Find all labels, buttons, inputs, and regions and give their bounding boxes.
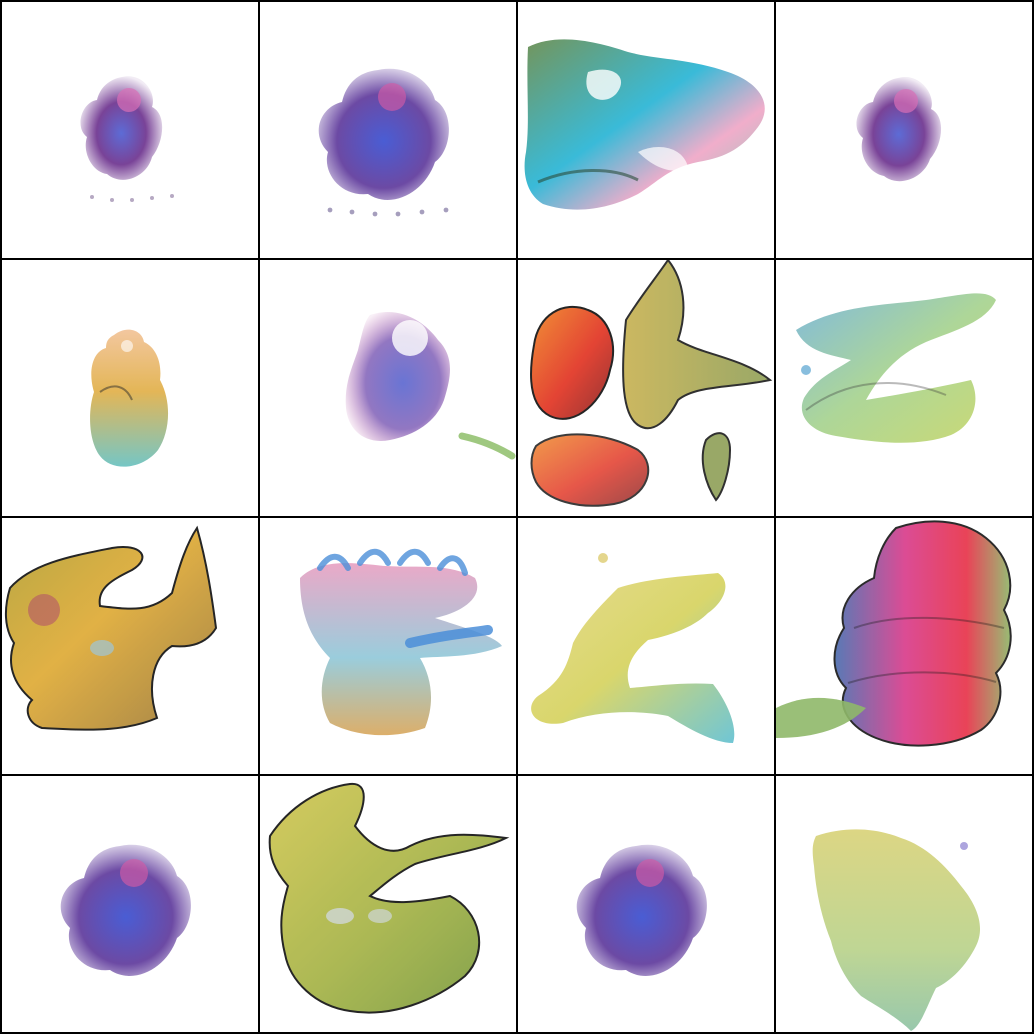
grid-tile-r1c1	[2, 2, 258, 258]
grid-tile-r4c3	[518, 776, 774, 1032]
grid-tile-r2c3	[518, 260, 774, 516]
tile-image	[524, 39, 765, 210]
grid-tile-r1c3	[518, 2, 774, 258]
grid-tile-r4c2	[260, 776, 516, 1032]
tile-image	[90, 329, 169, 467]
tile-image	[796, 293, 996, 443]
grid-tile-r2c2	[260, 260, 516, 516]
tile-image	[776, 520, 1012, 747]
tile-image	[345, 312, 516, 460]
tile-image	[4, 525, 218, 731]
grid-tile-r4c4	[776, 776, 1032, 1032]
tile-image	[80, 76, 174, 202]
tile-image	[576, 844, 707, 976]
grid-tile-r3c2	[260, 518, 516, 774]
tile-image	[530, 260, 773, 507]
tile-image	[318, 68, 449, 217]
tile-image	[268, 782, 510, 1014]
grid-tile-r3c4	[776, 518, 1032, 774]
grid-tile-r1c4	[776, 2, 1032, 258]
grid-tile-r2c4	[776, 260, 1032, 516]
tile-image	[60, 844, 191, 976]
grid-tile-r2c1	[2, 260, 258, 516]
grid-tile-r3c1	[2, 518, 258, 774]
grid-tile-r3c3	[518, 518, 774, 774]
tile-image	[812, 829, 981, 1031]
grid-tile-r4c1	[2, 776, 258, 1032]
tile-image	[300, 548, 502, 736]
tile-image	[856, 76, 942, 182]
grid-tile-r1c2	[260, 2, 516, 258]
tile-image	[531, 553, 735, 743]
